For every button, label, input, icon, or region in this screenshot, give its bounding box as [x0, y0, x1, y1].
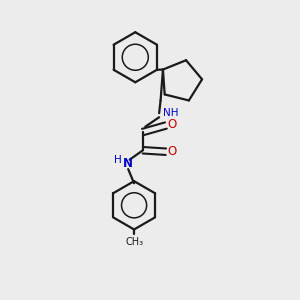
Text: O: O	[168, 145, 177, 158]
Text: CH₃: CH₃	[125, 237, 143, 248]
Text: H: H	[114, 155, 122, 165]
Text: NH: NH	[163, 108, 178, 118]
Text: N: N	[123, 157, 133, 170]
Text: O: O	[168, 118, 177, 130]
